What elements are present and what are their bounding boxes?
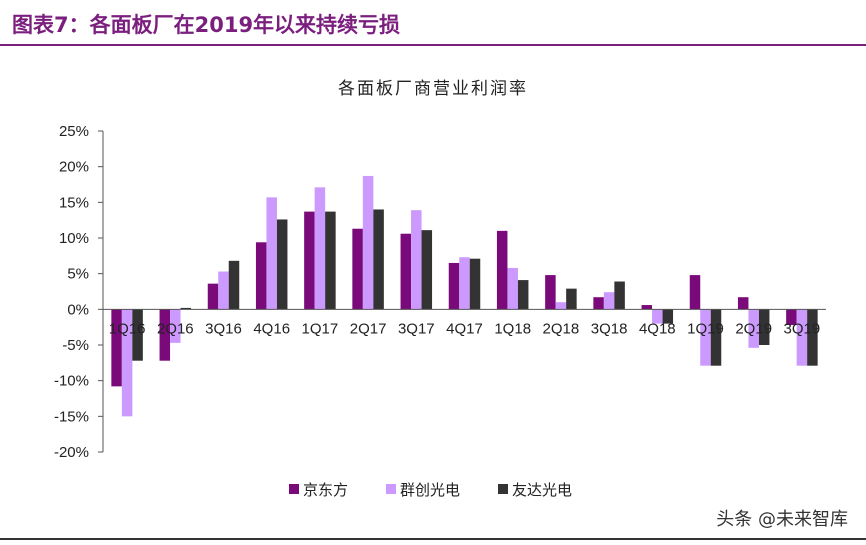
bar-2-1Q18 — [507, 267, 518, 310]
bar-1-4Q17 — [448, 262, 460, 310]
bar-3-1Q19 — [710, 309, 722, 366]
bar-2-4Q18 — [652, 309, 663, 324]
bar-2-3Q17 — [411, 210, 422, 310]
figure-title: 图表7：各面板厂在2019年以来持续亏损 — [12, 13, 401, 37]
bar-2-3Q18 — [603, 292, 615, 310]
bar-1-1Q19 — [689, 275, 701, 310]
bar-2-2Q19 — [748, 309, 759, 348]
y-tick-label: 15% — [59, 194, 89, 211]
bar-2-3Q16 — [218, 271, 229, 310]
y-tick-label: -15% — [54, 408, 89, 425]
bar-3-2Q18 — [566, 288, 577, 310]
bar-1-1Q17 — [304, 211, 315, 310]
y-tick-label: 0% — [67, 301, 89, 318]
watermark-text: 头条 @未来智库 — [716, 509, 848, 530]
x-tick-label: 1Q19 — [687, 320, 724, 337]
bar-2-2Q18 — [555, 302, 567, 310]
y-tick-label: 5% — [67, 266, 89, 283]
bar-1-1Q16 — [111, 309, 122, 387]
bar-3-3Q18 — [614, 281, 625, 310]
x-tick-label: 3Q18 — [591, 320, 628, 337]
legend-swatch-3 — [498, 484, 508, 494]
y-tick-label: -5% — [62, 337, 89, 354]
footer-divider — [0, 538, 866, 540]
x-tick-label: 1Q16 — [109, 320, 146, 337]
bar-3-4Q16 — [276, 219, 288, 310]
bar-3-4Q17 — [469, 258, 481, 310]
bar-1-3Q16 — [207, 283, 219, 310]
bar-3-3Q17 — [421, 230, 433, 310]
bar-2-1Q17 — [314, 187, 326, 310]
x-tick-label: 2Q18 — [543, 320, 580, 337]
legend-swatch-1 — [289, 484, 299, 494]
legend-swatch-2 — [386, 484, 396, 494]
bar-2-2Q17 — [362, 175, 374, 310]
bar-1-3Q19 — [786, 309, 797, 326]
bar-2-3Q19 — [796, 309, 808, 366]
bar-1-2Q16 — [159, 309, 171, 361]
y-tick-label: 20% — [59, 159, 89, 176]
bar-3-3Q19 — [807, 309, 818, 366]
bar-1-2Q17 — [352, 228, 363, 310]
x-tick-label: 3Q17 — [398, 320, 435, 337]
y-tick-label: -20% — [54, 444, 89, 461]
chart-title: 各面板厂商营业利润率 — [338, 79, 528, 99]
bar-1-2Q19 — [737, 297, 749, 310]
bar-2-4Q16 — [266, 197, 277, 310]
bar-2-1Q16 — [121, 309, 133, 417]
bar-1-2Q18 — [545, 275, 556, 310]
x-tick-label: 2Q17 — [350, 320, 387, 337]
x-tick-label: 1Q17 — [302, 320, 339, 337]
bar-1-3Q17 — [400, 233, 412, 310]
bar-2-4Q17 — [459, 257, 470, 310]
y-tick-label: 25% — [59, 123, 89, 140]
figure-header: 图表7：各面板厂在2019年以来持续亏损 — [0, 0, 866, 46]
x-tick-label: 2Q19 — [735, 320, 772, 337]
x-tick-label: 3Q19 — [784, 320, 821, 337]
bar-2-2Q16 — [170, 309, 181, 343]
bar-3-1Q17 — [325, 211, 336, 310]
bar-3-3Q16 — [228, 260, 240, 310]
x-tick-label: 3Q16 — [205, 320, 242, 337]
x-tick-label: 4Q16 — [253, 320, 290, 337]
y-tick-label: 10% — [59, 230, 89, 247]
legend-label: 友达光电 — [512, 481, 572, 499]
x-tick-label: 4Q17 — [446, 320, 483, 337]
bar-3-1Q16 — [132, 309, 143, 361]
bar-3-2Q16 — [180, 307, 192, 310]
header-divider — [0, 44, 866, 46]
bar-3-2Q17 — [373, 209, 384, 310]
y-tick-label: -10% — [54, 373, 89, 390]
legend-label: 京东方 — [303, 481, 348, 499]
bar-1-4Q16 — [255, 242, 267, 310]
bar-3-1Q18 — [517, 280, 529, 310]
bar-1-4Q18 — [641, 305, 653, 310]
x-tick-label: 4Q18 — [639, 320, 676, 337]
bar-1-1Q18 — [496, 230, 508, 310]
bar-3-2Q19 — [758, 309, 770, 345]
legend-label: 群创光电 — [400, 481, 460, 499]
x-tick-label: 1Q18 — [494, 320, 531, 337]
bar-2-1Q19 — [700, 309, 711, 366]
bar-3-4Q18 — [662, 309, 674, 324]
x-tick-label: 2Q16 — [157, 320, 194, 337]
bar-1-3Q18 — [593, 297, 604, 310]
